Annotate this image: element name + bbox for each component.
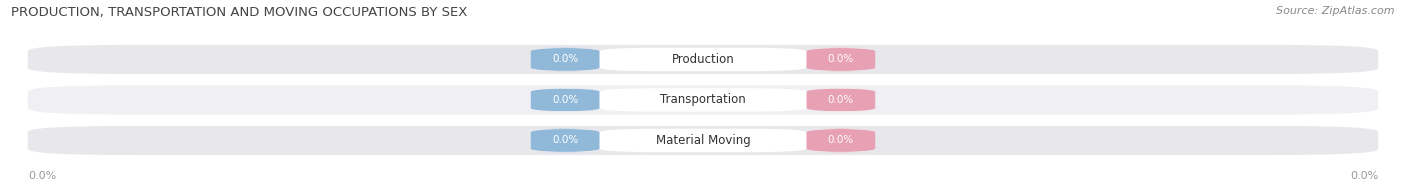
FancyBboxPatch shape bbox=[531, 129, 599, 152]
Text: Production: Production bbox=[672, 53, 734, 66]
Text: 0.0%: 0.0% bbox=[553, 135, 578, 145]
FancyBboxPatch shape bbox=[28, 45, 1378, 74]
Text: 0.0%: 0.0% bbox=[828, 95, 853, 105]
FancyBboxPatch shape bbox=[807, 48, 875, 71]
Text: 0.0%: 0.0% bbox=[553, 95, 578, 105]
FancyBboxPatch shape bbox=[531, 88, 599, 112]
FancyBboxPatch shape bbox=[807, 88, 875, 112]
FancyBboxPatch shape bbox=[807, 129, 875, 152]
FancyBboxPatch shape bbox=[531, 48, 599, 71]
Text: 0.0%: 0.0% bbox=[1350, 171, 1378, 181]
Text: 0.0%: 0.0% bbox=[553, 54, 578, 64]
Text: 0.0%: 0.0% bbox=[28, 171, 56, 181]
FancyBboxPatch shape bbox=[599, 88, 807, 112]
FancyBboxPatch shape bbox=[28, 85, 1378, 114]
Text: Material Moving: Material Moving bbox=[655, 134, 751, 147]
Text: Transportation: Transportation bbox=[661, 93, 745, 106]
Text: 0.0%: 0.0% bbox=[828, 54, 853, 64]
Text: Source: ZipAtlas.com: Source: ZipAtlas.com bbox=[1277, 6, 1395, 16]
FancyBboxPatch shape bbox=[599, 129, 807, 152]
Text: PRODUCTION, TRANSPORTATION AND MOVING OCCUPATIONS BY SEX: PRODUCTION, TRANSPORTATION AND MOVING OC… bbox=[11, 6, 468, 19]
FancyBboxPatch shape bbox=[28, 126, 1378, 155]
FancyBboxPatch shape bbox=[599, 48, 807, 71]
Text: 0.0%: 0.0% bbox=[828, 135, 853, 145]
